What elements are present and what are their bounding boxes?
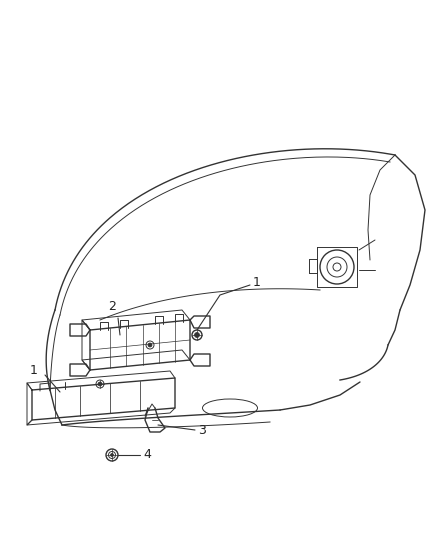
Text: 4: 4 — [143, 448, 151, 462]
Circle shape — [194, 333, 199, 337]
Circle shape — [98, 382, 102, 386]
Circle shape — [148, 343, 152, 347]
Text: 3: 3 — [198, 424, 206, 437]
Text: 2: 2 — [108, 300, 116, 313]
Text: 1: 1 — [30, 365, 38, 377]
Circle shape — [110, 454, 113, 456]
Text: 1: 1 — [253, 277, 261, 289]
